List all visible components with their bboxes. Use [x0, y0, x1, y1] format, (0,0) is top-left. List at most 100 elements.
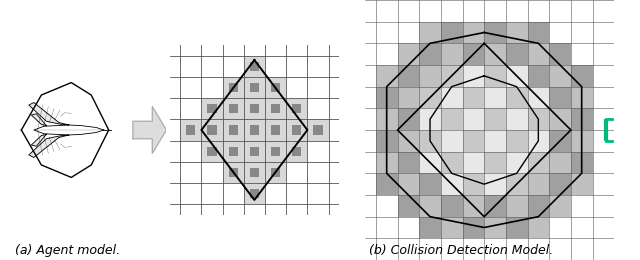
Bar: [441, 108, 463, 130]
Bar: [228, 83, 238, 92]
Bar: [571, 152, 593, 173]
Bar: [250, 168, 259, 177]
Bar: [223, 141, 244, 162]
Bar: [463, 87, 484, 108]
Bar: [376, 130, 397, 152]
Bar: [265, 77, 286, 98]
Polygon shape: [133, 107, 166, 153]
Bar: [484, 173, 506, 195]
Bar: [286, 141, 307, 162]
Bar: [463, 173, 484, 195]
Bar: [376, 173, 397, 195]
Bar: [549, 65, 571, 87]
Bar: [527, 130, 549, 152]
Bar: [244, 119, 265, 141]
Bar: [307, 119, 328, 141]
Bar: [527, 152, 549, 173]
Bar: [484, 108, 506, 130]
Bar: [506, 108, 527, 130]
Bar: [506, 152, 527, 173]
Bar: [484, 65, 506, 87]
Bar: [244, 56, 265, 77]
Bar: [506, 87, 527, 108]
Bar: [506, 22, 527, 43]
Bar: [463, 22, 484, 43]
Bar: [314, 125, 323, 135]
Bar: [250, 147, 259, 156]
Bar: [441, 130, 463, 152]
Bar: [265, 98, 286, 119]
Bar: [549, 108, 571, 130]
Bar: [223, 119, 244, 141]
Bar: [549, 43, 571, 65]
Bar: [506, 173, 527, 195]
Bar: [419, 87, 441, 108]
Bar: [271, 125, 280, 135]
Bar: [484, 195, 506, 217]
Bar: [244, 183, 265, 204]
Bar: [228, 125, 238, 135]
Bar: [527, 43, 549, 65]
Bar: [202, 119, 223, 141]
Bar: [397, 108, 419, 130]
Bar: [484, 130, 506, 152]
Bar: [463, 152, 484, 173]
Bar: [376, 108, 397, 130]
Bar: [571, 65, 593, 87]
Bar: [527, 108, 549, 130]
Bar: [250, 83, 259, 92]
Bar: [549, 173, 571, 195]
Bar: [207, 147, 217, 156]
Bar: [292, 147, 301, 156]
Bar: [506, 43, 527, 65]
Bar: [202, 141, 223, 162]
Bar: [244, 141, 265, 162]
Bar: [441, 43, 463, 65]
Bar: [250, 104, 259, 113]
Bar: [292, 104, 301, 113]
Bar: [506, 217, 527, 238]
Bar: [292, 125, 301, 135]
Bar: [228, 104, 238, 113]
Bar: [463, 108, 484, 130]
Bar: [527, 217, 549, 238]
Bar: [484, 43, 506, 65]
Bar: [419, 173, 441, 195]
Bar: [244, 98, 265, 119]
Bar: [419, 152, 441, 173]
Bar: [571, 108, 593, 130]
Bar: [228, 168, 238, 177]
Bar: [463, 130, 484, 152]
Bar: [265, 162, 286, 183]
Bar: [506, 130, 527, 152]
Bar: [250, 189, 259, 198]
Bar: [397, 65, 419, 87]
Bar: [180, 119, 202, 141]
Bar: [549, 87, 571, 108]
Bar: [397, 152, 419, 173]
Bar: [397, 87, 419, 108]
Bar: [223, 77, 244, 98]
Bar: [527, 65, 549, 87]
Bar: [527, 22, 549, 43]
Bar: [397, 195, 419, 217]
Bar: [376, 152, 397, 173]
Bar: [265, 141, 286, 162]
Bar: [463, 65, 484, 87]
Bar: [441, 65, 463, 87]
Bar: [571, 173, 593, 195]
Bar: [419, 22, 441, 43]
Bar: [271, 168, 280, 177]
Bar: [223, 162, 244, 183]
Bar: [286, 98, 307, 119]
Bar: [250, 62, 259, 71]
Polygon shape: [31, 134, 46, 146]
Bar: [527, 195, 549, 217]
Polygon shape: [29, 102, 69, 125]
Text: (b) Collision Detection Model.: (b) Collision Detection Model.: [369, 244, 553, 257]
Bar: [527, 87, 549, 108]
Bar: [250, 125, 259, 135]
Bar: [207, 104, 217, 113]
Bar: [484, 87, 506, 108]
Bar: [549, 152, 571, 173]
